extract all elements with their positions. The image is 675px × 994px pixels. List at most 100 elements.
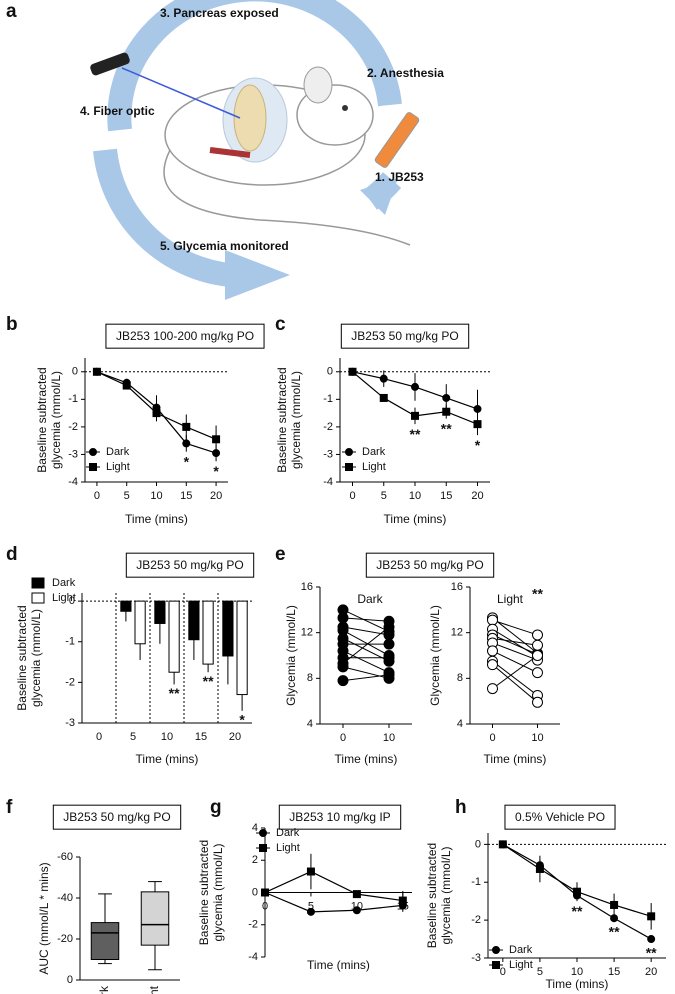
x-tick-label: 10	[409, 490, 421, 502]
x-tick-label: 10	[531, 732, 543, 744]
marker	[337, 675, 349, 687]
step-label: 1. JB253	[375, 170, 424, 184]
pair-line	[492, 637, 538, 646]
legend-label: Dark	[276, 827, 300, 839]
marker	[383, 672, 395, 684]
annotation: *	[475, 437, 481, 453]
marker	[345, 463, 353, 471]
marker	[647, 912, 656, 921]
marker	[337, 612, 349, 624]
marker	[473, 404, 482, 413]
marker	[442, 407, 451, 416]
pair-line	[492, 650, 538, 674]
x-axis-label: Time (mins)	[384, 512, 447, 526]
y-tick-label: 0	[72, 366, 78, 378]
x-tick-label: 5	[308, 900, 314, 912]
fiber-optic	[90, 52, 130, 76]
marker	[573, 887, 581, 896]
y-axis-label: AUC (mmol/L * mins)	[37, 862, 51, 974]
y-tick-label: -1	[65, 636, 75, 648]
pair-line	[342, 666, 390, 679]
marker	[383, 638, 395, 650]
annotation: **	[609, 924, 620, 940]
y-axis-label: Baseline subtractedglycemia (mmol/L)	[15, 605, 43, 710]
y-tick-label: -4	[248, 951, 258, 963]
annotation: **	[646, 945, 657, 961]
bar	[236, 600, 248, 696]
legend-swatch	[31, 592, 45, 604]
y-label-line: glycemia (mmol/L)	[211, 843, 225, 941]
annotation: **	[169, 685, 180, 701]
x-tick-label: 0	[500, 966, 506, 978]
y-axis-label: Baseline subtractedglycemia (mmol/L)	[35, 367, 63, 472]
annotation: **	[410, 426, 421, 442]
y-tick-label: -3	[65, 717, 75, 729]
y-tick-label: 12	[301, 627, 313, 639]
pair-line	[492, 628, 538, 658]
x-tick-label: 5	[124, 490, 130, 502]
marker	[498, 840, 507, 849]
y-tick-label: 4	[252, 822, 258, 834]
marker	[383, 621, 395, 633]
y-tick-label: -3	[471, 952, 481, 964]
x-tick-label: 0	[96, 731, 102, 743]
y-tick-label: 16	[451, 581, 463, 593]
syringe	[374, 112, 420, 168]
y-label-line: glycemia (mmol/L)	[49, 371, 63, 469]
marker	[442, 393, 451, 402]
x-axis-label: Time (mins)	[484, 752, 547, 766]
incision	[209, 147, 251, 158]
subtitle: Light	[497, 592, 524, 606]
y-tick-label: -1	[68, 393, 78, 405]
annotation: **	[203, 673, 214, 689]
marker	[306, 907, 315, 916]
marker	[92, 367, 101, 376]
x-tick-label: Dark	[97, 985, 111, 994]
x-tick-label: 10	[383, 732, 395, 744]
chart-title: JB253 50 mg/kg PO	[351, 329, 458, 343]
marker	[532, 696, 543, 708]
marker	[379, 374, 388, 383]
marker	[532, 650, 543, 661]
marker	[473, 420, 482, 429]
pair-line	[342, 617, 390, 622]
x-axis-label: Time (mins)	[125, 512, 188, 526]
marker	[306, 867, 315, 876]
y-tick-label: 16	[301, 581, 313, 593]
y-label-line: Baseline subtracted	[35, 367, 49, 472]
pair-line	[492, 660, 538, 696]
legend-label: Light	[362, 461, 386, 473]
mouse-eye	[342, 105, 348, 111]
y-label-line: Baseline subtracted	[15, 605, 29, 710]
y-tick-label: -4	[323, 476, 333, 488]
panel-letter: d	[6, 544, 18, 565]
step-label: 5. Glycemia monitored	[160, 239, 289, 253]
chart-title: JB253 50 mg/kg PO	[136, 558, 243, 572]
y-tick-label: 0	[327, 366, 333, 378]
pair-line	[492, 619, 538, 636]
arrow-arc	[93, 148, 232, 287]
panel-letter: h	[455, 797, 467, 818]
marker	[348, 367, 357, 376]
marker	[492, 946, 500, 954]
y-tick-label: 4	[307, 718, 313, 730]
y-tick-label: -60	[57, 851, 73, 863]
x-tick-label: 15	[195, 731, 207, 743]
y-tick-label: -2	[248, 919, 258, 931]
legend-label: Light	[52, 592, 76, 604]
pancreas	[233, 84, 267, 152]
pair-line	[492, 634, 538, 655]
pair-line	[492, 642, 538, 661]
y-tick-label: 0	[475, 838, 481, 850]
marker	[345, 448, 353, 456]
legend-label: Light	[509, 959, 533, 971]
y-label-line: Baseline subtracted	[197, 840, 211, 945]
y-label-line: glycemia (mmol/L)	[29, 609, 43, 707]
y-axis-label: Glycemia (mmol/L)	[284, 605, 298, 706]
marker	[487, 614, 498, 626]
light-beam	[121, 67, 241, 119]
y-tick-label: -20	[57, 933, 73, 945]
marker	[411, 411, 419, 420]
chart-title: 0.5% Vehicle PO	[515, 810, 605, 824]
y-label-line: AUC (mmol/L * mins)	[37, 862, 51, 974]
